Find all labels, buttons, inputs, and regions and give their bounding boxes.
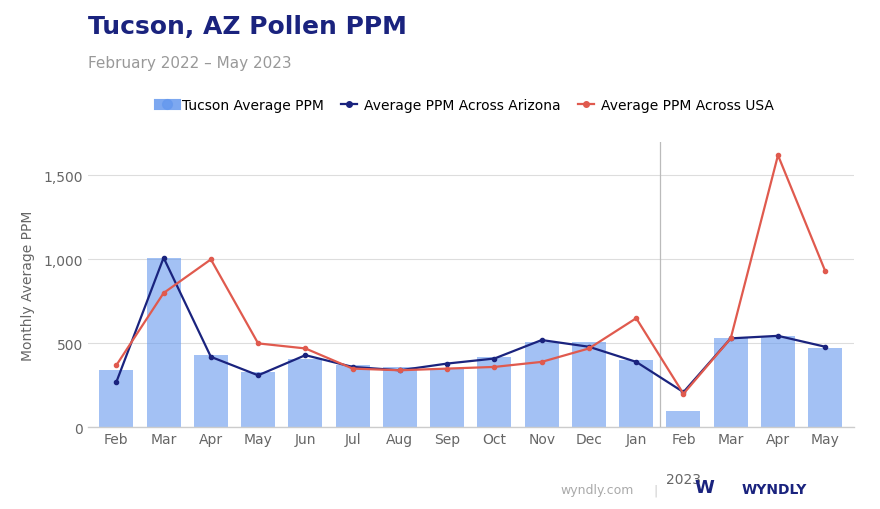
Bar — [335, 365, 370, 428]
Text: 2023: 2023 — [666, 472, 701, 486]
Bar — [99, 371, 134, 428]
Text: |: | — [654, 484, 657, 496]
Y-axis label: Monthly Average PPM: Monthly Average PPM — [21, 210, 35, 360]
Bar — [383, 367, 417, 428]
Bar — [666, 411, 700, 428]
Bar — [147, 258, 180, 428]
Bar — [194, 355, 228, 428]
Bar — [808, 349, 842, 428]
Text: WYNDLY: WYNDLY — [742, 483, 807, 496]
Bar — [524, 342, 559, 428]
Bar — [478, 357, 511, 428]
Bar — [430, 369, 464, 428]
Bar — [572, 342, 606, 428]
Text: February 2022 – May 2023: February 2022 – May 2023 — [88, 56, 291, 71]
Bar — [620, 360, 653, 428]
Legend: Tucson Average PPM, Average PPM Across Arizona, Average PPM Across USA: Tucson Average PPM, Average PPM Across A… — [153, 94, 780, 119]
Bar — [289, 359, 322, 428]
Text: Tucson, AZ Pollen PPM: Tucson, AZ Pollen PPM — [88, 15, 407, 39]
Bar — [714, 338, 748, 428]
Bar — [761, 336, 795, 428]
Text: wyndly.com: wyndly.com — [561, 484, 634, 496]
Text: W: W — [694, 478, 714, 496]
Bar — [241, 372, 275, 428]
